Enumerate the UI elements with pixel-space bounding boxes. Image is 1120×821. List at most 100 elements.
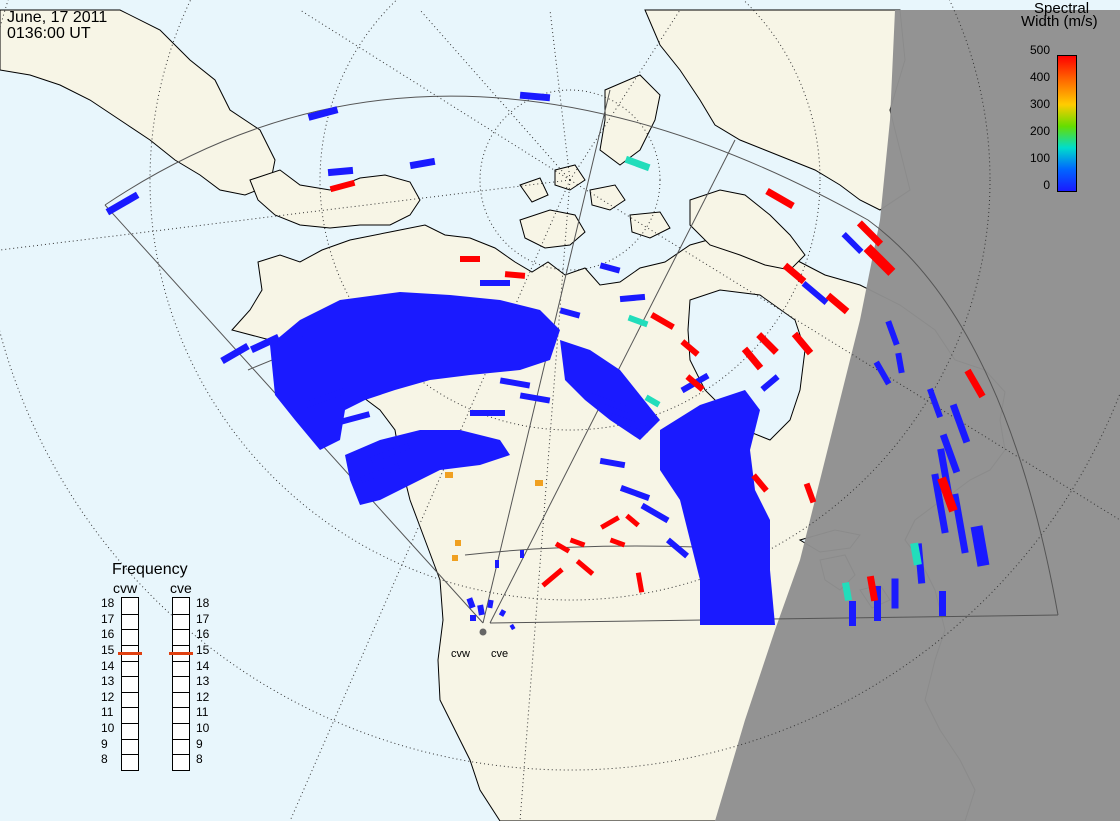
echo-cell [937,476,958,513]
frequency-grid-line [122,754,138,756]
echo-cell [610,413,650,433]
echo-cell [891,578,899,609]
frequency-tick-cve: 13 [196,674,210,689]
echo-cell [487,599,494,609]
echo-cell [480,280,510,286]
echo-cell [569,537,586,548]
echo-cell [624,155,651,172]
echo-cell [680,339,700,357]
radar-site-marker [479,628,487,636]
frequency-grid-line [173,707,189,709]
frequency-grid-line [173,660,189,662]
echo-cell [625,513,640,528]
echo-cell [105,191,140,216]
echo-cell [452,555,458,561]
echo-cell [294,328,316,338]
frequency-grid-line [122,613,138,615]
echo-cell [559,307,581,319]
frequency-tick-cve: 16 [196,627,210,642]
echo-cell [910,542,922,566]
echo-cell [741,346,764,371]
frequency-tick-cvw: 9 [101,736,108,751]
frequency-grid-line [173,723,189,725]
echo-arc-east [660,390,775,625]
frequency-grid-line [122,644,138,646]
site-label-cve: cve [491,648,509,660]
frequency-grid-line [122,629,138,631]
echo-cell [305,388,345,408]
frequency-tick-cvw: 8 [101,752,108,767]
echo-cell [470,410,505,416]
colorbar-title-line2: Width (m/s) [1021,13,1098,30]
echo-cell [541,567,564,588]
echo-cell [519,91,551,102]
frequency-grid-line [122,723,138,725]
frequency-marker-cve [169,651,193,655]
echo-cell [445,472,453,478]
echo-cell [939,591,946,616]
echo-cell [856,220,884,247]
echo-cell [650,312,675,330]
echo-cell [931,473,949,534]
echo-cell [249,333,281,354]
frequency-grid-line [173,644,189,646]
echo-cell [519,392,551,404]
echo-arc-west [270,292,560,450]
echo-cell [600,515,620,530]
frequency-radar-label-cve: cve [170,580,192,596]
echo-cell [841,582,853,601]
frequency-tick-cvw: 13 [101,674,115,689]
land-island-4 [519,177,549,203]
echo-cell [327,166,354,177]
echo-cell [803,482,817,504]
frequency-panel-title: Frequency [112,561,188,578]
echo-cell [455,540,461,546]
spectral-width-colorbar [1057,55,1077,192]
echo-cell [863,244,896,276]
echo-cell [895,352,905,374]
echo-cell [329,179,356,193]
echo-cell [307,106,339,121]
frequency-radar-label-cvw: cvw [113,580,138,596]
frequency-marker-cvw [118,651,142,655]
echo-cell [535,480,543,486]
colorbar-tick-300: 300 [1029,97,1050,111]
frequency-tick-cve: 18 [196,596,210,610]
land-ellesmere [599,74,661,166]
echo-cell [409,157,436,170]
echo-cell [751,473,769,493]
frequency-grid-line [122,738,138,740]
echo-cell [466,597,476,609]
frequency-ladder-cve [169,597,193,771]
observation-time: 0136:00 UT [7,25,91,42]
frequency-grid-line [122,660,138,662]
echo-cell [498,609,507,617]
echo-cell [949,403,971,444]
echo-cell [866,575,879,602]
echo-cell [939,433,961,474]
echo-cell [885,320,900,346]
frequency-tick-cvw: 15 [101,642,115,657]
frequency-grid-line [173,738,189,740]
echo-arc-southwest [345,430,510,505]
echo-cell [760,374,780,392]
echo-layer [105,91,990,631]
echo-cell [841,232,864,254]
echo-cell [825,292,850,315]
echo-cell [756,332,779,355]
frequency-grid-line [173,613,189,615]
frequency-tick-cve: 9 [196,736,203,751]
echo-cell [782,262,807,285]
frequency-grid-line [173,691,189,693]
frequency-tick-cvw: 11 [101,705,114,720]
echo-cell [575,559,595,576]
echo-cell [504,271,526,279]
frequency-tick-cve: 12 [196,689,210,704]
echo-cell [619,485,651,501]
frequency-grid-line [173,754,189,756]
frequency-ladder-cvw [118,597,142,771]
echo-cell [635,572,645,593]
land-chukotka [249,169,421,229]
colorbar-tick-100: 100 [1029,151,1050,165]
frequency-grid-line [173,676,189,678]
